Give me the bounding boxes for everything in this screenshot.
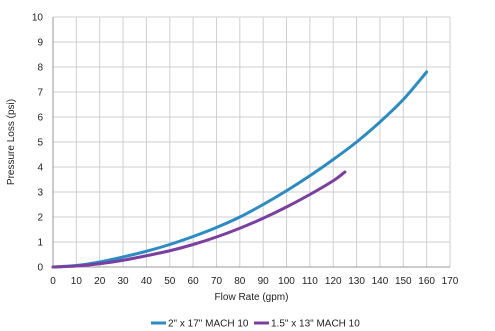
series-lines [51, 70, 429, 269]
y-tick-label: 1 [37, 238, 43, 249]
x-tick-labels: 0 10 20 30 40 50 60 70 80 90 100 110 120 130 140 150 160… [50, 276, 459, 287]
y-tick-label: 5 [37, 138, 43, 149]
y-tick-label: 3 [37, 188, 43, 199]
legend-label-1-5in-mach10: 1.5" x 13" MACH 10 [271, 319, 360, 330]
y-tick-label: 0 [37, 263, 43, 274]
x-tick-label: 110 [302, 276, 318, 287]
x-tick-label: 20 [94, 276, 106, 287]
y-tick-label: 9 [37, 38, 43, 49]
axes [52, 17, 450, 268]
legend: 2" x 17" MACH 10 1.5" x 13" MACH 10 [151, 319, 360, 330]
x-tick-label: 90 [258, 276, 270, 287]
x-tick-label: 40 [141, 276, 153, 287]
series-line-0 [51, 70, 429, 269]
x-axis-title: Flow Rate (gpm) [215, 292, 289, 303]
x-tick-label: 130 [348, 276, 365, 287]
y-tick-label: 8 [37, 63, 43, 74]
y-tick-label: 10 [32, 13, 44, 24]
gridlines [52, 16, 451, 268]
series-line-1 [51, 170, 347, 269]
x-tick-label: 80 [234, 276, 246, 287]
y-tick-label: 4 [37, 163, 43, 174]
x-tick-label: 50 [164, 276, 176, 287]
x-tick-label: 60 [188, 276, 200, 287]
y-tick-label: 7 [37, 88, 43, 99]
x-tick-label: 100 [278, 276, 295, 287]
y-axis-title: Pressure Loss (psi) [6, 99, 17, 185]
y-tick-label: 2 [37, 213, 43, 224]
x-tick-label: 10 [71, 276, 83, 287]
x-tick-label: 150 [395, 276, 412, 287]
x-tick-label: 120 [325, 276, 342, 287]
x-tick-label: 140 [372, 276, 389, 287]
x-tick-label: 170 [442, 276, 459, 287]
x-tick-label: 0 [50, 276, 56, 287]
legend-label-2in-mach10: 2" x 17" MACH 10 [168, 319, 249, 330]
y-tick-labels: 0 1 2 3 4 5 6 7 8 9 10 [32, 13, 44, 274]
x-tick-label: 30 [117, 276, 129, 287]
x-tick-label: 70 [211, 276, 223, 287]
x-tick-label: 160 [418, 276, 435, 287]
y-tick-label: 6 [37, 113, 43, 124]
